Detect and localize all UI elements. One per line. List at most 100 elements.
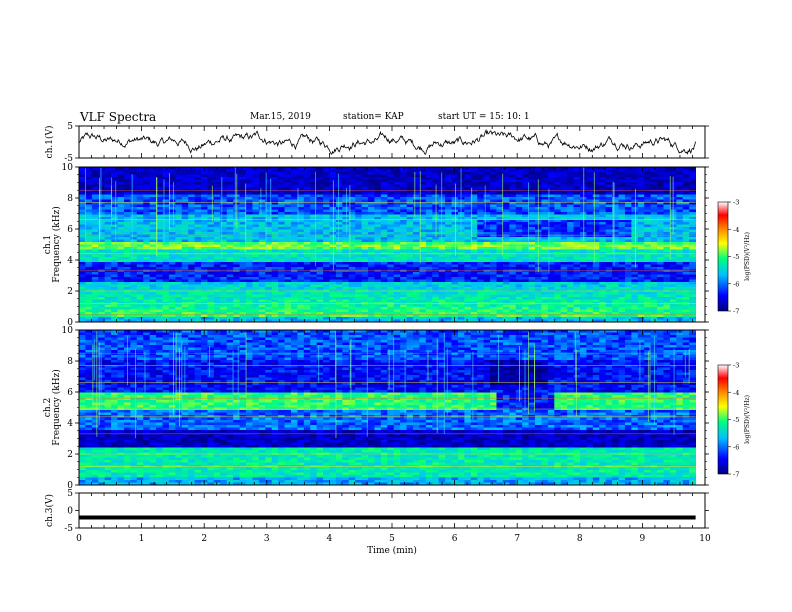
spectrogram-cell xyxy=(239,184,247,188)
spectrogram-cell xyxy=(547,179,555,183)
spectrogram-cell xyxy=(297,262,305,265)
spectrogram-cell xyxy=(413,294,420,298)
spectrogram-cell xyxy=(175,267,183,270)
spectrogram-cell xyxy=(303,287,311,290)
spectrogram-cell xyxy=(477,284,485,288)
spectrogram-cell xyxy=(541,279,549,283)
spectrogram-cell xyxy=(522,189,530,193)
spectrogram-cell xyxy=(265,204,273,208)
spectrogram-cell xyxy=(361,172,369,175)
spectrogram-cell xyxy=(483,254,491,258)
spectrogram-cell xyxy=(355,237,363,240)
spectrogram-cell xyxy=(496,257,504,260)
spectrogram-cell xyxy=(181,234,189,238)
spectrogram-cell xyxy=(104,187,112,190)
spectrogram-cell xyxy=(528,242,536,245)
spectrogram-cell xyxy=(85,272,93,275)
spectrogram-cell xyxy=(400,279,407,283)
spectrogram-cell xyxy=(631,214,639,218)
spectrogram-cell xyxy=(156,177,163,180)
spectrogram-cell xyxy=(143,207,151,210)
spectrogram-cell xyxy=(676,199,684,203)
spectrogram-cell xyxy=(380,274,388,278)
spectrogram-cell xyxy=(136,182,144,185)
spectrogram-cell xyxy=(612,242,619,245)
spectrogram-cell xyxy=(201,242,208,245)
spectrogram-cell xyxy=(502,284,510,288)
spectrogram-cell xyxy=(612,284,619,288)
spectrogram-cell xyxy=(258,222,266,225)
spectrogram-cell xyxy=(618,184,626,188)
spectrogram-cell xyxy=(130,192,138,195)
spectrogram-cell xyxy=(79,199,86,203)
spectrogram-cell xyxy=(271,184,279,188)
spectrogram-cell xyxy=(175,187,183,190)
spectrogram-cell xyxy=(252,222,260,225)
spectrogram-cell xyxy=(201,217,208,220)
spectrogram-cell xyxy=(181,262,189,265)
spectrogram-cell xyxy=(522,172,530,175)
spectrogram-cell xyxy=(201,197,208,200)
spectrogram-cell xyxy=(612,184,619,188)
spectrogram-cell xyxy=(560,227,568,230)
spectrogram-cell xyxy=(246,199,253,203)
spectrogram-cell xyxy=(233,229,240,233)
spectrogram-cell xyxy=(612,182,619,185)
spectrogram-cell xyxy=(624,282,632,285)
spectrogram-cell xyxy=(348,217,356,220)
spectrogram-cell xyxy=(374,254,382,258)
spectrogram-cell xyxy=(278,202,285,205)
spectrogram-cell xyxy=(657,202,664,205)
spectrogram-cell xyxy=(239,294,247,298)
spectrogram-cell xyxy=(284,227,292,230)
spectrogram-cell xyxy=(149,242,157,245)
spectrogram-cell xyxy=(175,234,183,238)
spectrogram-cell xyxy=(220,204,228,208)
spectrogram-cell xyxy=(631,239,639,243)
spectrogram-cell xyxy=(329,187,337,190)
spectrogram-cell xyxy=(342,272,350,275)
spectrogram-cell xyxy=(258,224,266,228)
spectrogram-cell xyxy=(297,287,305,290)
spectrogram-cell xyxy=(567,192,574,195)
spectrogram-cell xyxy=(104,212,112,215)
spectrogram-cell xyxy=(168,252,176,255)
spectrogram-cell xyxy=(194,252,202,255)
spectrogram-cell xyxy=(419,234,427,238)
spectrogram-cell xyxy=(181,284,189,288)
spectrogram-cell xyxy=(130,279,138,283)
spectrogram-cell xyxy=(149,277,157,280)
spectrogram-cell xyxy=(104,267,112,270)
spectrogram-cell xyxy=(368,229,375,233)
spectrogram-cell xyxy=(406,172,414,175)
spectrogram-cell xyxy=(252,279,260,283)
spectrogram-cell xyxy=(535,287,542,290)
spectrogram-cell xyxy=(201,224,208,228)
spectrogram-cell xyxy=(265,274,273,278)
spectrogram-cell xyxy=(470,169,478,173)
spectrogram-cell xyxy=(297,202,305,205)
spectrogram-cell xyxy=(316,169,324,173)
spectrogram-cell xyxy=(502,282,510,285)
spectrogram-cell xyxy=(380,232,388,235)
spectrogram-cell xyxy=(181,232,189,235)
spectrogram-cell xyxy=(644,169,652,173)
spectrogram-cell xyxy=(515,167,523,170)
spectrogram-cell xyxy=(637,192,645,195)
spectrogram-cell xyxy=(271,169,279,173)
spectrogram-cell xyxy=(368,272,375,275)
spectrogram-cell xyxy=(380,189,388,193)
spectrogram-cell xyxy=(123,227,131,230)
spectrogram-cell xyxy=(637,197,645,200)
spectrogram-cell xyxy=(323,204,330,208)
spectrogram-cell xyxy=(335,194,343,198)
spectrogram-cell xyxy=(380,242,388,245)
spectrogram-cell xyxy=(522,222,530,225)
spectrogram-cell xyxy=(387,259,395,263)
spectrogram-cell xyxy=(650,209,658,213)
spectrogram-cell xyxy=(368,252,375,255)
spectrogram-cell xyxy=(515,182,523,185)
spectrogram-cell xyxy=(554,272,562,275)
spectrogram-cell xyxy=(168,264,176,268)
spectrogram-cell xyxy=(201,202,208,205)
